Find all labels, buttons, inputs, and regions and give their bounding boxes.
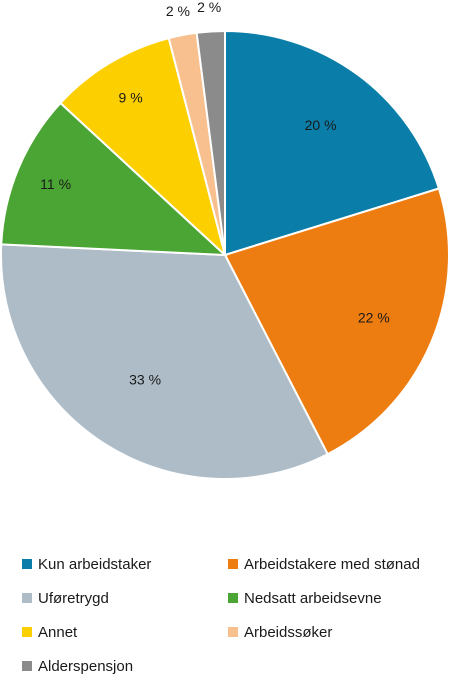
legend: Kun arbeidstaker Arbeidstakere med stønad… <box>22 553 442 677</box>
legend-swatch <box>228 559 238 569</box>
legend-item: Arbeidssøker <box>228 621 434 643</box>
slice-data-label: 2 % <box>166 3 190 19</box>
pie-slice <box>0 243 329 480</box>
legend-label: Arbeidstakere med stønad <box>244 555 420 573</box>
pie-chart: 20 % 22 % 33 % 11 % 9 % 2 % 2 % <box>0 0 450 480</box>
pie-slice <box>0 101 228 257</box>
legend-item: Alderspensjon <box>22 655 228 677</box>
legend-swatch <box>228 593 238 603</box>
legend-item: Nedsatt arbeidsevne <box>228 587 434 609</box>
pie-slice <box>59 36 227 259</box>
pie-slice <box>195 29 226 256</box>
legend-label: Nedsatt arbeidsevne <box>244 589 382 607</box>
legend-label: Kun arbeidstaker <box>38 555 152 573</box>
legend-label: Arbeidssøker <box>244 623 333 641</box>
slice-data-label: 11 % <box>40 176 71 192</box>
slice-data-label: 20 % <box>305 117 337 133</box>
slice-data-label: 2 % <box>197 0 221 15</box>
slice-data-label: 9 % <box>119 89 143 105</box>
legend-item: Annet <box>22 621 228 643</box>
legend-swatch <box>22 593 32 603</box>
legend-swatch <box>22 627 32 637</box>
slice-data-label: 33 % <box>129 371 161 387</box>
legend-item: Uføretrygd <box>22 587 228 609</box>
legend-item: Arbeidstakere med stønad <box>228 553 434 575</box>
legend-item: Kun arbeidstaker <box>22 553 228 575</box>
legend-label: Uføretrygd <box>38 589 109 607</box>
slice-data-label: 22 % <box>358 309 390 325</box>
legend-swatch <box>228 627 238 637</box>
legend-swatch <box>22 661 32 671</box>
legend-swatch <box>22 559 32 569</box>
legend-label: Annet <box>38 623 78 641</box>
pie-slice <box>224 29 441 257</box>
pie-slice <box>223 187 450 456</box>
legend-label: Alderspensjon <box>38 657 134 675</box>
